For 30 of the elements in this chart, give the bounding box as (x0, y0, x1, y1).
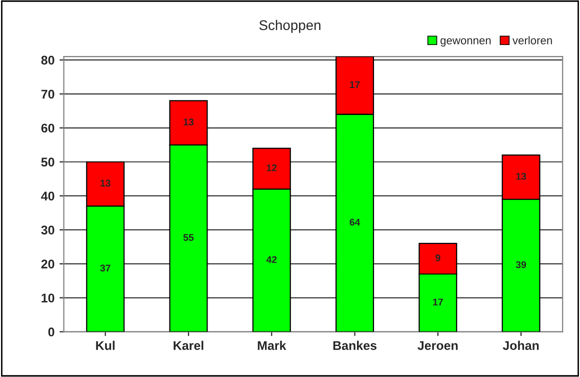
chart-title: Schoppen (259, 20, 320, 33)
data-label: 17 (433, 298, 443, 306)
x-tick-label: Johan (502, 340, 539, 350)
data-label: 13 (100, 180, 110, 187)
legend-label: gewonnen (440, 38, 491, 47)
y-tick-label: 80 (41, 56, 54, 65)
y-tick-label: 40 (41, 192, 54, 201)
y-tick-label: 60 (41, 124, 54, 133)
y-tick-label: 20 (41, 260, 54, 268)
y-tick-label: 10 (42, 294, 54, 302)
data-label: 64 (350, 218, 360, 226)
y-tick-label: 30 (41, 226, 54, 234)
x-tick-label: Kul (96, 340, 115, 350)
data-label: 42 (266, 256, 277, 263)
data-label: 37 (100, 264, 110, 272)
x-tick-label: Bankes (333, 340, 376, 350)
data-label: 17 (350, 81, 360, 88)
data-label: 12 (266, 164, 277, 172)
y-tick-label: 50 (41, 158, 54, 167)
x-tick-label: Mark (258, 340, 286, 350)
legend-label: verloren (512, 36, 552, 44)
y-tick-label: 70 (41, 90, 54, 99)
data-label: 9 (436, 254, 440, 262)
data-label: 55 (183, 234, 194, 241)
x-tick-label: Karel (174, 340, 204, 350)
data-label: 39 (516, 261, 526, 268)
data-label: 13 (516, 172, 526, 180)
x-tick-label: Jeroen (418, 341, 458, 350)
y-tick-label: 0 (48, 328, 54, 336)
data-label: 13 (184, 118, 194, 126)
